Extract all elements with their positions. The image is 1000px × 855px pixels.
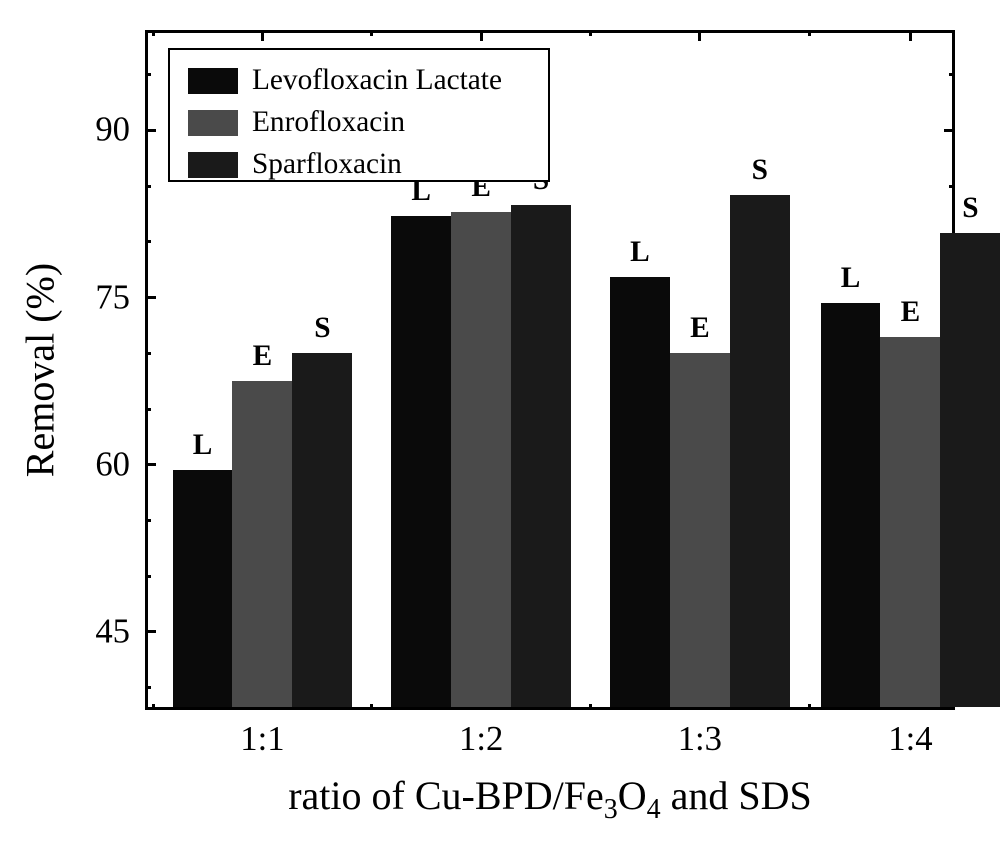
bar xyxy=(880,337,940,707)
y-minor-tick xyxy=(145,240,151,243)
y-minor-tick xyxy=(145,352,151,355)
bar-top-label: S xyxy=(962,192,978,225)
y-minor-tick xyxy=(145,575,151,578)
x-minor-tick xyxy=(808,704,811,710)
legend-swatch xyxy=(188,110,238,136)
bar-top-label: L xyxy=(841,262,861,295)
bar xyxy=(511,205,571,707)
bar xyxy=(391,216,451,707)
bar xyxy=(451,212,511,707)
y-tick xyxy=(145,296,156,299)
legend-item: Sparfloxacin xyxy=(188,148,402,181)
y-minor-tick xyxy=(145,408,151,411)
y-tick-label: 90 xyxy=(75,111,130,150)
bar xyxy=(292,353,352,707)
bar xyxy=(730,195,790,707)
bar xyxy=(940,233,1000,707)
x-tick xyxy=(261,30,264,41)
x-tick xyxy=(698,30,701,41)
y-minor-tick xyxy=(145,686,151,689)
bar xyxy=(173,470,233,707)
bar-top-label: L xyxy=(193,429,213,462)
bar xyxy=(821,303,881,707)
bar-top-label: S xyxy=(314,312,330,345)
bar xyxy=(610,277,670,707)
x-minor-tick xyxy=(589,30,592,36)
x-tick-label: 1:4 xyxy=(888,720,932,759)
legend-box: Levofloxacin Lactate Enrofloxacin Sparflox… xyxy=(168,48,550,182)
legend-swatch xyxy=(188,68,238,94)
bar-top-label: E xyxy=(253,340,273,373)
axis-left xyxy=(145,30,148,710)
y-minor-tick xyxy=(949,73,955,76)
y-minor-tick xyxy=(949,185,955,188)
x-minor-tick xyxy=(589,704,592,710)
x-minor-tick xyxy=(370,704,373,710)
y-tick xyxy=(145,463,156,466)
x-tick xyxy=(909,30,912,41)
legend-label: Levofloxacin Lactate xyxy=(252,64,502,97)
x-tick-label: 1:1 xyxy=(240,720,284,759)
x-minor-tick xyxy=(152,30,155,36)
x-minor-tick xyxy=(808,30,811,36)
y-tick-label: 60 xyxy=(75,445,130,484)
legend-label: Enrofloxacin xyxy=(252,106,405,139)
axis-bottom xyxy=(145,707,955,710)
y-minor-tick xyxy=(145,185,151,188)
bar-top-label: L xyxy=(630,236,650,269)
bar-top-label: S xyxy=(752,154,768,187)
chart-container: 45607590 1:11:21:31:4 LESLESLESLES Remov… xyxy=(0,0,1000,855)
y-tick xyxy=(145,129,156,132)
x-minor-tick xyxy=(370,30,373,36)
bar xyxy=(232,381,292,707)
x-tick-label: 1:3 xyxy=(678,720,722,759)
x-tick-label: 1:2 xyxy=(459,720,503,759)
legend-item: Enrofloxacin xyxy=(188,106,405,139)
y-minor-tick xyxy=(145,519,151,522)
x-tick xyxy=(480,30,483,41)
x-minor-tick xyxy=(152,704,155,710)
legend-swatch xyxy=(188,152,238,178)
y-tick-label: 75 xyxy=(75,278,130,317)
y-tick-label: 45 xyxy=(75,612,130,651)
legend-item: Levofloxacin Lactate xyxy=(188,64,502,97)
legend-label: Sparfloxacin xyxy=(252,148,402,181)
y-tick xyxy=(944,129,955,132)
bar-top-label: E xyxy=(901,296,921,329)
axis-top xyxy=(145,30,955,33)
bar-top-label: E xyxy=(690,312,710,345)
y-tick xyxy=(145,630,156,633)
y-minor-tick xyxy=(145,73,151,76)
x-axis-label: ratio of Cu-BPD/Fe3O4 and SDS xyxy=(288,772,812,826)
y-axis-label: Removal (%) xyxy=(17,263,64,477)
bar xyxy=(670,353,730,707)
